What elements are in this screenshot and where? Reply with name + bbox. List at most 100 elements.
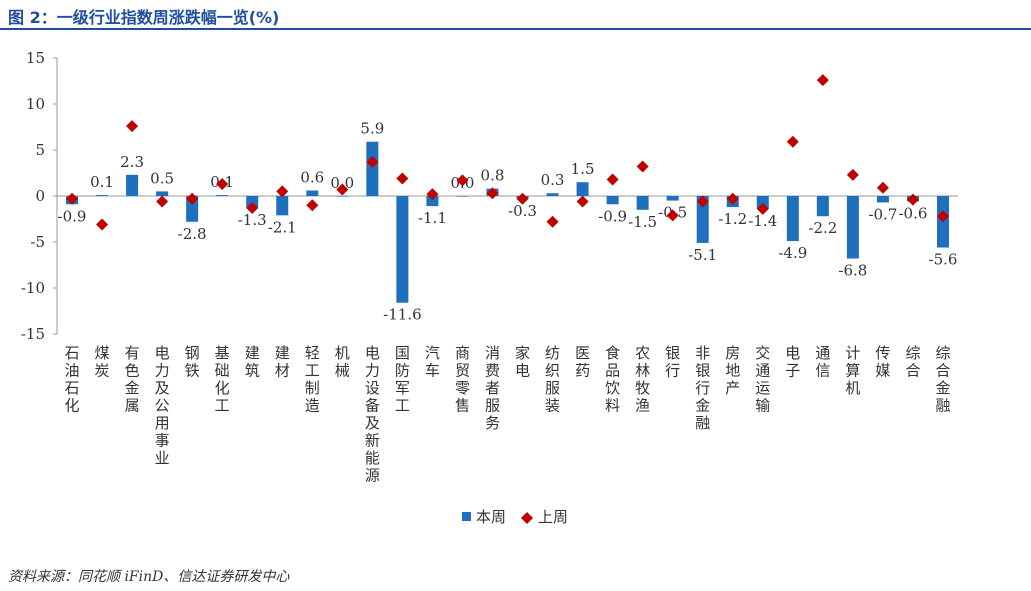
bar: [126, 174, 139, 196]
x-tick-label: 电力及公用事业: [155, 344, 170, 467]
legend-swatch-bar: [462, 512, 471, 521]
diamond-marker: [876, 181, 889, 194]
bar-label: 0.3: [541, 171, 565, 189]
x-tick-label: 机械: [335, 344, 350, 380]
chart-legend: 本周 上周: [462, 508, 568, 526]
x-tick-label: 汽车: [425, 344, 440, 380]
x-tick-label: 电力设备及新能源: [365, 344, 380, 485]
bar: [546, 193, 559, 196]
bar: [396, 196, 409, 303]
x-tick-label: 银行: [665, 344, 680, 380]
bar: [876, 196, 889, 203]
x-tick-label: 轻工制造: [305, 344, 320, 415]
diamond-marker: [816, 74, 829, 87]
diamond-marker: [666, 209, 679, 222]
bar: [276, 196, 289, 216]
bar: [606, 196, 619, 205]
title-divider: [0, 28, 1031, 30]
bar-label: 0.5: [150, 169, 174, 187]
bar-label: 5.9: [360, 120, 384, 138]
bar-label: 0.1: [90, 173, 114, 191]
bar-label: -6.8: [838, 262, 867, 280]
y-tick-label: 15: [26, 49, 45, 67]
x-tick-label: 建材: [275, 344, 290, 380]
bar-label: -2.1: [268, 218, 297, 236]
diamond-marker: [246, 201, 259, 214]
diamond-marker: [636, 160, 649, 173]
diamond-marker: [306, 199, 319, 212]
diamond-marker: [96, 218, 109, 231]
bar-label: -1.1: [418, 209, 447, 227]
chart-axes: 15 10 5 0 -5 -10 -15: [21, 49, 958, 343]
marker-series: [66, 74, 949, 231]
x-tick-label: 综合金融: [935, 344, 950, 415]
legend-swatch-marker: [521, 512, 533, 524]
diamond-marker: [846, 168, 859, 181]
diamond-marker: [546, 215, 559, 228]
diamond-marker: [336, 183, 349, 196]
x-tick-label: 消费者服务: [485, 344, 500, 432]
y-tick-label: 0: [35, 187, 45, 205]
bar: [306, 190, 319, 196]
bar: [156, 191, 169, 196]
diamond-marker: [726, 192, 739, 205]
bar-label: -0.3: [508, 202, 537, 220]
bar-label: -4.9: [778, 244, 807, 262]
bar-label: -5.1: [688, 246, 717, 264]
x-tick-label: 通信: [815, 344, 830, 380]
diamond-marker: [516, 192, 529, 205]
bar: [636, 196, 649, 210]
x-tick-label: 建筑: [245, 344, 260, 380]
bar: [336, 196, 349, 197]
x-tick-label: 房地产: [725, 344, 740, 397]
bar-label: -0.7: [868, 205, 897, 223]
bar-series: [66, 141, 949, 303]
bar-label: -2.8: [178, 225, 207, 243]
x-tick-labels: 石油石化煤炭有色金属电力及公用事业钢铁基础化工建筑建材轻工制造机械电力设备及新能…: [65, 344, 951, 485]
bar: [216, 195, 229, 196]
diamond-marker: [696, 195, 709, 208]
bar: [756, 196, 769, 209]
diamond-marker: [486, 187, 499, 200]
bar-label: -1.3: [238, 211, 267, 229]
diamond-marker: [396, 172, 409, 185]
diamond-marker: [426, 188, 439, 201]
x-tick-label: 家电: [515, 344, 530, 380]
diamond-marker: [906, 193, 919, 206]
diamond-marker: [456, 174, 469, 187]
page-title: 图 2：一级行业指数周涨跌幅一览(%): [8, 8, 280, 27]
x-tick-label: 非银行金融: [695, 344, 710, 432]
bar-label: -11.6: [383, 306, 421, 324]
x-tick-label: 石油石化: [65, 344, 80, 415]
bar-label: 2.3: [120, 153, 144, 171]
y-tick-label: 5: [35, 141, 45, 159]
x-tick-label: 电子: [785, 344, 800, 380]
diamond-marker: [576, 195, 589, 208]
x-tick-label: 食品饮料: [605, 344, 620, 415]
diamond-marker: [216, 178, 229, 191]
legend-label-marker: 上周: [538, 508, 568, 526]
diamond-marker: [126, 120, 139, 133]
bar: [666, 196, 679, 201]
x-tick-label: 医药: [575, 344, 590, 380]
legend-label-bar: 本周: [476, 508, 506, 526]
diamond-marker: [366, 155, 379, 168]
bar: [186, 196, 199, 222]
source-note: 资料来源：同花顺 iFinD、信达证券研发中心: [8, 569, 290, 585]
bar: [576, 182, 589, 196]
bar: [96, 195, 109, 196]
x-tick-label: 有色金属: [125, 344, 140, 415]
bar-label: -0.9: [58, 207, 87, 225]
bar: [426, 196, 439, 207]
x-tick-label: 基础化工: [215, 344, 230, 415]
bar-label: -0.9: [598, 207, 627, 225]
x-tick-label: 煤炭: [95, 344, 110, 380]
x-tick-label: 交通运输: [755, 344, 770, 415]
x-tick-label: 钢铁: [185, 344, 200, 380]
bar: [456, 196, 469, 197]
x-tick-label: 综合: [905, 344, 920, 380]
x-tick-label: 商贸零售: [455, 344, 470, 415]
bar-label: -0.6: [898, 205, 927, 223]
diamond-marker: [756, 202, 769, 215]
